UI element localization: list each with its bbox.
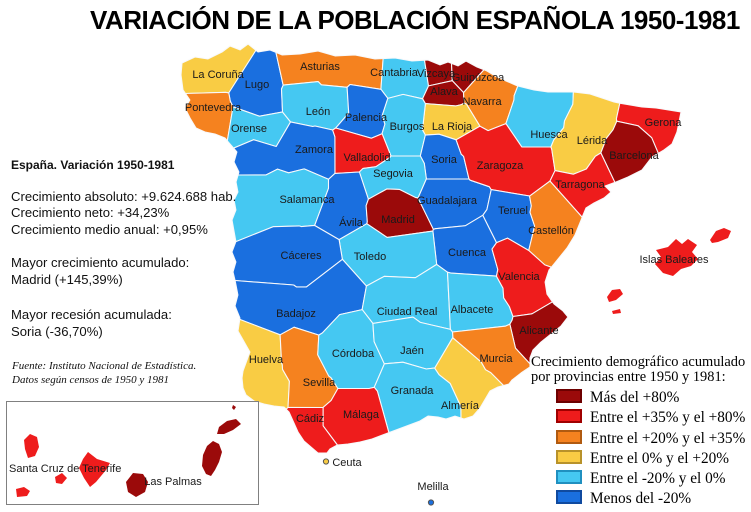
svg-text:Zaragoza: Zaragoza <box>477 160 524 172</box>
svg-text:Segovia: Segovia <box>373 168 414 180</box>
svg-text:Badajoz: Badajoz <box>276 308 316 320</box>
svg-text:Zamora: Zamora <box>295 144 334 156</box>
svg-text:Santa Cruz de Tenerife: Santa Cruz de Tenerife <box>9 463 121 475</box>
svg-text:Burgos: Burgos <box>390 121 425 133</box>
svg-text:Ceuta: Ceuta <box>332 457 362 469</box>
svg-text:Lérida: Lérida <box>577 135 608 147</box>
svg-text:Guipúzcoa: Guipúzcoa <box>452 72 505 84</box>
svg-text:Alicante: Alicante <box>519 325 558 337</box>
svg-text:Las Palmas: Las Palmas <box>144 476 202 488</box>
svg-text:Ciudad Real: Ciudad Real <box>377 306 438 318</box>
svg-text:Palencia: Palencia <box>345 112 388 124</box>
svg-text:Pontevedra: Pontevedra <box>185 102 242 114</box>
svg-text:Teruel: Teruel <box>498 205 528 217</box>
svg-text:Cáceres: Cáceres <box>281 250 322 262</box>
svg-text:Murcia: Murcia <box>479 353 513 365</box>
svg-text:Córdoba: Córdoba <box>332 348 375 360</box>
svg-text:Alava: Alava <box>430 86 458 98</box>
svg-text:Jaén: Jaén <box>400 345 424 357</box>
svg-text:Barcelona: Barcelona <box>609 150 659 162</box>
svg-text:Gerona: Gerona <box>645 117 683 129</box>
svg-text:Granada: Granada <box>391 385 435 397</box>
svg-text:Soria: Soria <box>431 154 458 166</box>
svg-text:Valencia: Valencia <box>498 271 540 283</box>
svg-text:León: León <box>306 106 330 118</box>
svg-text:La Rioja: La Rioja <box>432 121 473 133</box>
svg-text:Asturias: Asturias <box>300 61 340 73</box>
svg-text:Vizcaya: Vizcaya <box>417 68 456 80</box>
svg-text:Ávila: Ávila <box>339 216 364 229</box>
svg-text:Cantabria: Cantabria <box>370 67 419 79</box>
svg-text:Guadalajara: Guadalajara <box>417 195 478 207</box>
svg-text:Valladolid: Valladolid <box>344 152 391 164</box>
svg-text:Tarragona: Tarragona <box>555 179 605 191</box>
svg-text:Navarra: Navarra <box>462 96 502 108</box>
svg-text:Huelva: Huelva <box>249 354 284 366</box>
svg-text:Cádiz: Cádiz <box>296 413 324 425</box>
svg-text:Orense: Orense <box>231 123 267 135</box>
svg-text:Melilla: Melilla <box>417 481 449 493</box>
svg-text:Sevilla: Sevilla <box>303 377 336 389</box>
svg-text:Cuenca: Cuenca <box>448 247 487 259</box>
svg-text:Huesca: Huesca <box>530 129 568 141</box>
svg-text:Málaga: Málaga <box>343 409 380 421</box>
svg-text:Castellón: Castellón <box>528 225 574 237</box>
svg-text:Madrid: Madrid <box>381 214 415 226</box>
svg-text:La Coruña: La Coruña <box>192 69 244 81</box>
svg-text:Albacete: Albacete <box>451 304 494 316</box>
svg-text:Islas Baleares: Islas Baleares <box>639 254 709 266</box>
svg-text:Salamanca: Salamanca <box>279 194 335 206</box>
svg-text:Toledo: Toledo <box>354 251 386 263</box>
svg-text:Lugo: Lugo <box>245 79 269 91</box>
svg-text:Almería: Almería <box>441 400 480 412</box>
